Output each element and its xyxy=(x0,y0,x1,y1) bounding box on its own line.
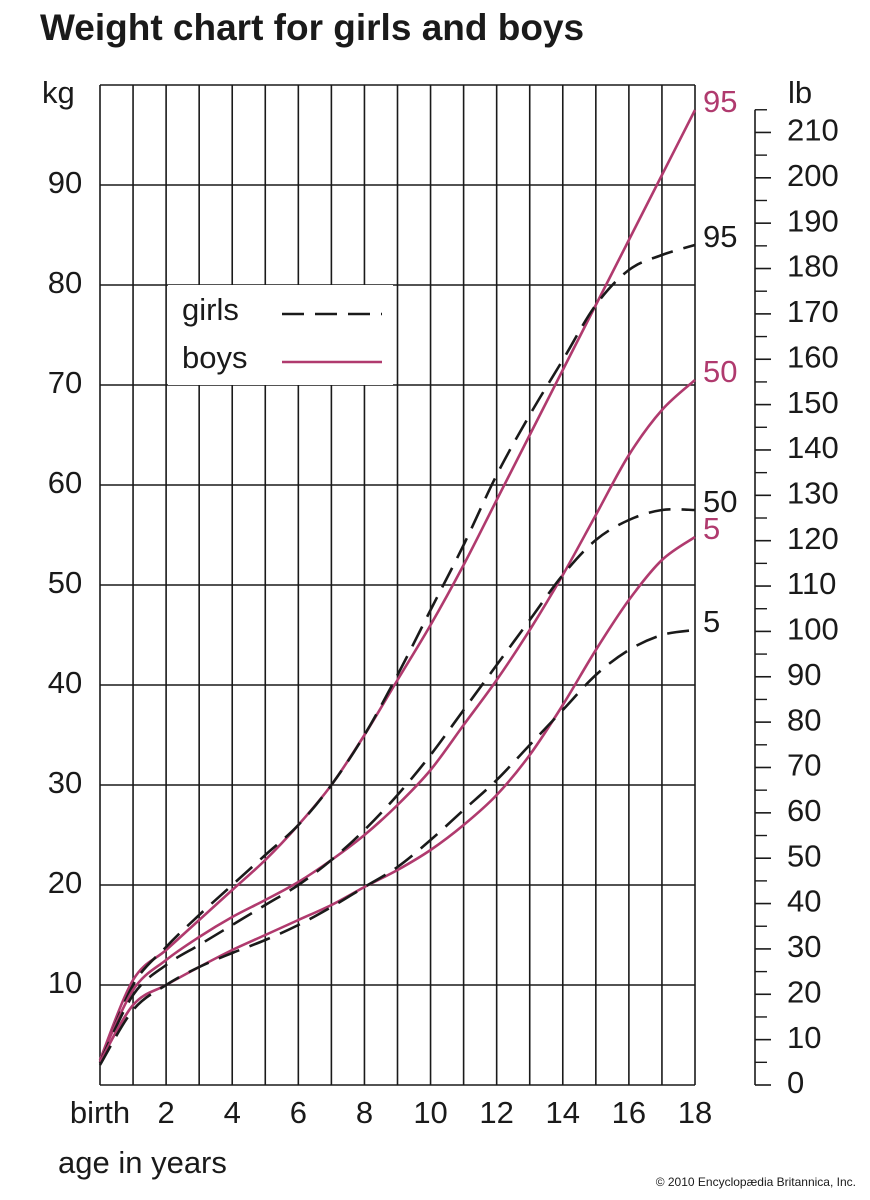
x-tick-label: 18 xyxy=(678,1095,712,1130)
y2-tick-label: 160 xyxy=(787,339,839,374)
x-tick-label: 12 xyxy=(479,1095,513,1130)
series-line xyxy=(98,507,696,1063)
y2-tick-label: 110 xyxy=(787,566,836,601)
series-line xyxy=(98,109,697,1061)
y2-tick-label: 30 xyxy=(787,929,821,964)
series-end-label: 5 xyxy=(703,511,720,546)
y2-tick-label: 50 xyxy=(787,838,821,873)
y-tick-label: 60 xyxy=(48,465,82,500)
y2-tick-label: 10 xyxy=(787,1020,821,1055)
legend-label: girls xyxy=(182,292,239,327)
x-tick-label: birth xyxy=(70,1095,130,1130)
legend-label: boys xyxy=(182,340,247,375)
y-axis-unit: kg xyxy=(42,75,75,110)
series-end-label: 50 xyxy=(703,484,737,519)
x-tick-label: 2 xyxy=(157,1095,174,1130)
y2-tick-label: 170 xyxy=(787,294,839,329)
y-tick-label: 90 xyxy=(48,165,82,200)
series-line xyxy=(98,628,696,1066)
series-end-label: 50 xyxy=(703,354,737,389)
x-tick-label: 6 xyxy=(290,1095,307,1130)
x-tick-label: 8 xyxy=(356,1095,373,1130)
y2-tick-label: 200 xyxy=(787,158,839,193)
series-line xyxy=(98,243,696,1064)
y2-tick-label: 120 xyxy=(787,521,839,556)
y-tick-label: 20 xyxy=(48,865,82,900)
y2-tick-label: 150 xyxy=(787,385,839,420)
y2-tick-label: 0 xyxy=(787,1065,804,1100)
y-tick-label: 10 xyxy=(48,965,82,1000)
y2-tick-label: 210 xyxy=(787,113,839,148)
x-tick-label: 16 xyxy=(612,1095,646,1130)
x-axis-title: age in years xyxy=(58,1145,227,1180)
series-end-label: 95 xyxy=(703,84,737,119)
legend-box xyxy=(168,285,393,385)
y2-tick-label: 190 xyxy=(787,203,839,238)
y2-tick-label: 70 xyxy=(787,748,821,783)
y2-tick-label: 20 xyxy=(787,974,821,1009)
series-end-label: 5 xyxy=(703,604,720,639)
y2-tick-label: 90 xyxy=(787,657,821,692)
chart-title: Weight chart for girls and boys xyxy=(40,7,584,48)
y2-tick-label: 140 xyxy=(787,430,839,465)
series-line xyxy=(98,379,696,1061)
y2-tick-label: 80 xyxy=(787,702,821,737)
y-tick-label: 40 xyxy=(48,665,82,700)
x-tick-label: 4 xyxy=(224,1095,241,1130)
series-end-label: 95 xyxy=(703,219,737,254)
y2-tick-label: 130 xyxy=(787,476,839,511)
y2-tick-label: 100 xyxy=(787,612,839,647)
y2-tick-label: 60 xyxy=(787,793,821,828)
y-tick-label: 70 xyxy=(48,365,82,400)
x-tick-label: 14 xyxy=(546,1095,580,1130)
y2-tick-label: 40 xyxy=(787,884,821,919)
y-tick-label: 30 xyxy=(48,765,82,800)
y2-axis-unit: lb xyxy=(788,75,812,110)
y2-tick-label: 180 xyxy=(787,249,839,284)
credit: © 2010 Encyclopædia Britannica, Inc. xyxy=(656,1175,856,1189)
y-tick-label: 50 xyxy=(48,565,82,600)
y-tick-label: 80 xyxy=(48,265,82,300)
x-tick-label: 10 xyxy=(413,1095,447,1130)
